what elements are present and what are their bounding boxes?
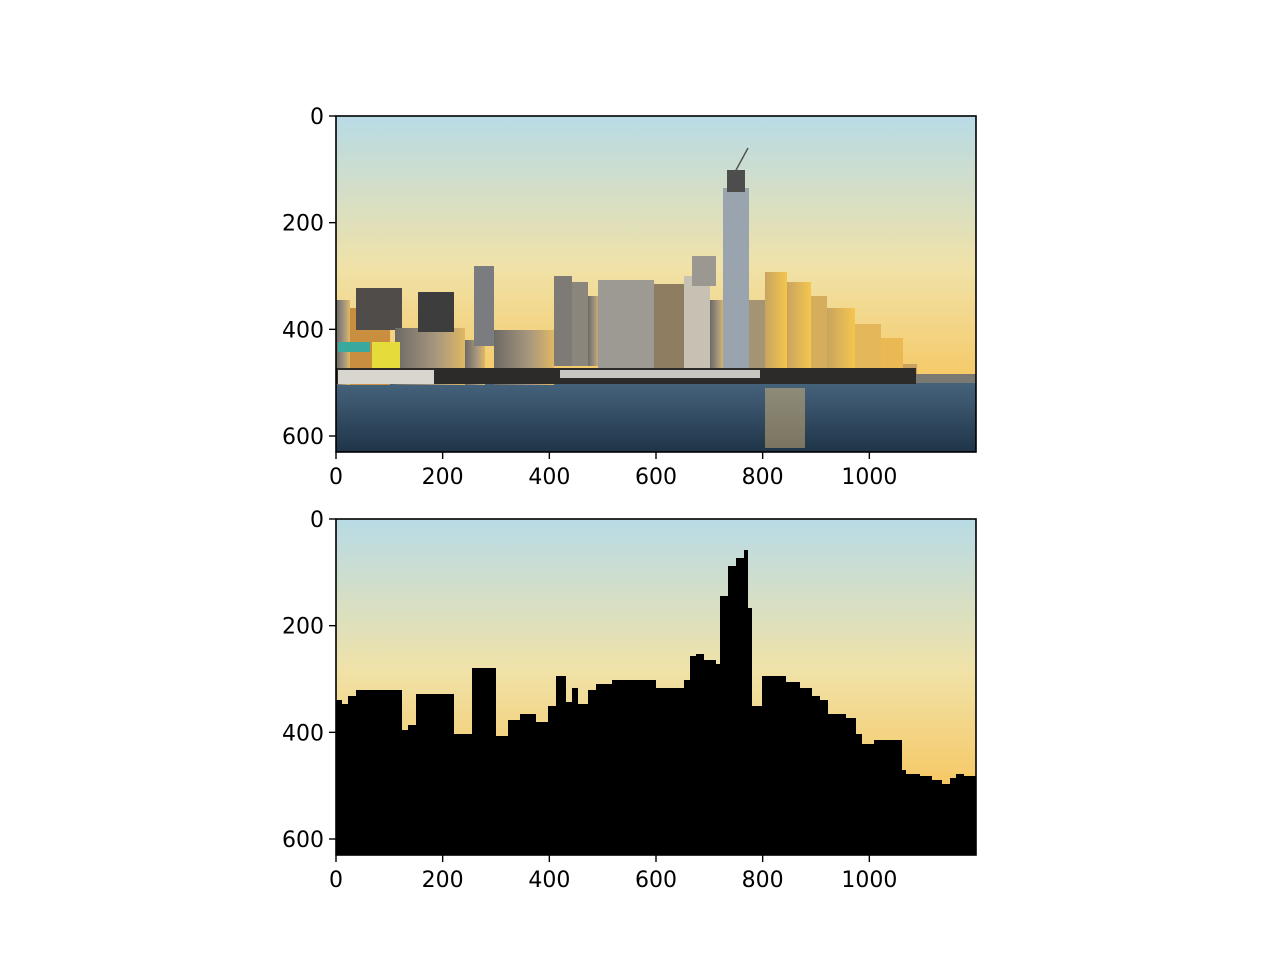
segmented-silhouette <box>336 519 976 855</box>
bottom-x-tick-label: 200 <box>422 868 464 893</box>
bottom-y-tick-label: 200 <box>282 615 324 640</box>
top-x-tick-label: 400 <box>528 465 570 490</box>
bottom-x-tick-label: 1000 <box>841 868 897 893</box>
original-photo <box>336 116 976 452</box>
top-x-tick-label: 0 <box>329 465 343 490</box>
top-x-tick-label: 800 <box>742 465 784 490</box>
bottom-x-tick-label: 600 <box>635 868 677 893</box>
bottom-y-tick-label: 400 <box>282 721 324 746</box>
bottom-y-tick-label: 0 <box>310 508 324 533</box>
bottom-y-tick-label: 600 <box>282 828 324 853</box>
bottom-x-tick-label: 400 <box>528 868 570 893</box>
top-y-tick-label: 0 <box>310 105 324 130</box>
top-y-tick-label: 600 <box>282 425 324 450</box>
top-ticks: 0 200 400 600 800 1000 0 200 400 600 <box>282 105 897 490</box>
original-photo-panel: 0 200 400 600 800 1000 0 200 400 600 <box>282 105 977 490</box>
top-x-tick-label: 1000 <box>841 465 897 490</box>
top-y-tick-label: 200 <box>282 212 324 237</box>
top-y-tick-label: 400 <box>282 318 324 343</box>
bottom-ticks: 0 200 400 600 800 1000 0 200 400 600 <box>282 508 897 893</box>
bottom-x-tick-label: 800 <box>742 868 784 893</box>
bottom-x-tick-label: 0 <box>329 868 343 893</box>
top-x-tick-label: 200 <box>422 465 464 490</box>
segmented-silhouette-panel: 0 200 400 600 800 1000 0 200 400 600 <box>282 508 977 893</box>
top-x-tick-label: 600 <box>635 465 677 490</box>
